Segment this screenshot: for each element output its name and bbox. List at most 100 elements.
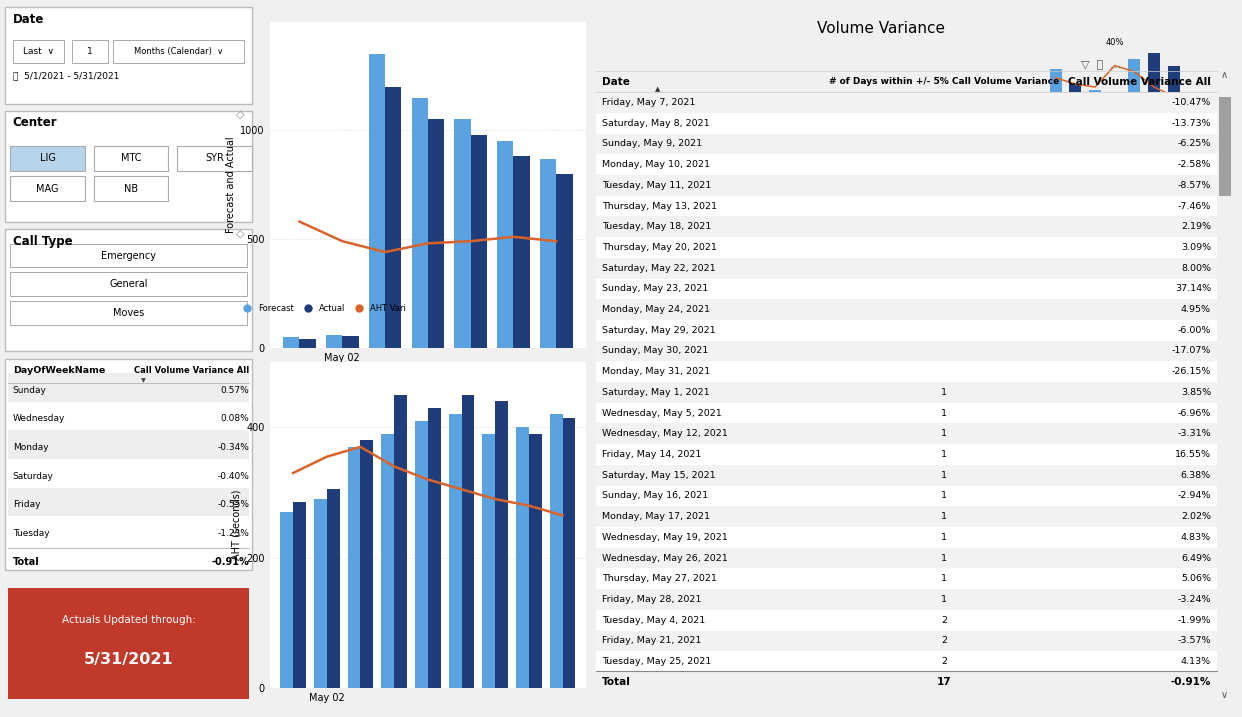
Bar (394, 394, 407, 688)
Text: ◇: ◇ (236, 229, 245, 239)
Text: -3.24%: -3.24% (1177, 595, 1211, 604)
FancyBboxPatch shape (10, 272, 247, 296)
Bar (369, 54, 385, 348)
Text: -0.91%: -0.91% (1170, 678, 1211, 688)
Text: 2: 2 (941, 657, 946, 666)
Text: -0.34%: -0.34% (217, 443, 250, 452)
Text: 17: 17 (936, 678, 951, 688)
Text: -6.25%: -6.25% (1177, 139, 1211, 148)
FancyBboxPatch shape (10, 244, 247, 267)
Text: 3.09%: 3.09% (1181, 243, 1211, 252)
Text: 37.14%: 37.14% (1175, 285, 1211, 293)
Text: 1: 1 (87, 47, 93, 56)
Text: Total: Total (12, 557, 40, 567)
Text: 1: 1 (941, 554, 946, 563)
Text: Thursday, May 13, 2021: Thursday, May 13, 2021 (602, 201, 718, 211)
Bar (293, 503, 306, 688)
Bar (299, 339, 315, 348)
Text: Tuesday, May 4, 2021: Tuesday, May 4, 2021 (602, 616, 705, 625)
Bar (427, 119, 445, 348)
FancyBboxPatch shape (596, 465, 1217, 485)
FancyBboxPatch shape (596, 361, 1217, 382)
Text: Call Volume Variance All: Call Volume Variance All (134, 366, 250, 375)
Text: 40%: 40% (1105, 38, 1124, 47)
Text: 6.38%: 6.38% (1181, 471, 1211, 480)
Text: -3.57%: -3.57% (1177, 637, 1211, 645)
Text: Center: Center (12, 116, 57, 129)
FancyBboxPatch shape (1218, 97, 1231, 196)
Text: -6.96%: -6.96% (1177, 409, 1211, 417)
Bar (343, 336, 359, 348)
Text: 3.85%: 3.85% (1181, 388, 1211, 397)
FancyBboxPatch shape (7, 516, 250, 545)
Text: Wednesday, May 5, 2021: Wednesday, May 5, 2021 (602, 409, 722, 417)
Text: ∨: ∨ (1221, 690, 1228, 700)
Text: Last  ∨: Last ∨ (24, 47, 55, 56)
FancyBboxPatch shape (596, 569, 1217, 589)
Bar (448, 414, 462, 688)
Text: Thursday, May 20, 2021: Thursday, May 20, 2021 (602, 243, 717, 252)
FancyBboxPatch shape (72, 40, 108, 63)
Bar (563, 417, 575, 688)
Text: 5/31/2021: 5/31/2021 (83, 652, 174, 667)
Bar (550, 414, 563, 688)
Text: -1.23%: -1.23% (217, 529, 250, 538)
Bar (314, 499, 327, 688)
Bar (1148, 53, 1160, 115)
Text: 1: 1 (941, 574, 946, 584)
Text: -7.46%: -7.46% (1177, 201, 1211, 211)
FancyBboxPatch shape (596, 485, 1217, 506)
Text: SYR: SYR (205, 153, 224, 163)
Text: 📅  5/1/2021 - 5/31/2021: 📅 5/1/2021 - 5/31/2021 (12, 72, 119, 81)
Text: 5.06%: 5.06% (1181, 574, 1211, 584)
Text: 16.55%: 16.55% (1175, 450, 1211, 459)
Text: Monday: Monday (12, 443, 48, 452)
Text: -8.57%: -8.57% (1177, 181, 1211, 190)
Text: Thursday, May 27, 2021: Thursday, May 27, 2021 (602, 574, 717, 584)
Text: Months (Calendar)  ∨: Months (Calendar) ∨ (134, 47, 224, 56)
Bar (283, 337, 299, 348)
Text: Saturday, May 8, 2021: Saturday, May 8, 2021 (602, 119, 710, 128)
Text: Friday, May 7, 2021: Friday, May 7, 2021 (602, 98, 696, 107)
Bar (496, 402, 508, 688)
Bar (360, 440, 374, 688)
Text: 4.95%: 4.95% (1181, 305, 1211, 314)
Bar (1129, 60, 1140, 115)
Text: -3.31%: -3.31% (1177, 429, 1211, 438)
Text: MAG: MAG (36, 184, 58, 194)
Text: 1: 1 (941, 512, 946, 521)
Text: Moves: Moves (113, 308, 144, 318)
Text: 8.00%: 8.00% (1181, 264, 1211, 272)
Bar (325, 335, 343, 348)
FancyBboxPatch shape (596, 113, 1217, 133)
FancyBboxPatch shape (94, 176, 169, 201)
FancyBboxPatch shape (7, 430, 250, 459)
Bar (327, 489, 339, 688)
Text: Saturday, May 29, 2021: Saturday, May 29, 2021 (602, 326, 715, 335)
FancyBboxPatch shape (596, 196, 1217, 217)
FancyBboxPatch shape (94, 146, 169, 171)
FancyBboxPatch shape (596, 506, 1217, 527)
FancyBboxPatch shape (5, 111, 252, 222)
Text: Friday: Friday (12, 500, 40, 509)
FancyBboxPatch shape (7, 488, 250, 516)
Text: 2.19%: 2.19% (1181, 222, 1211, 232)
FancyBboxPatch shape (596, 444, 1217, 465)
FancyBboxPatch shape (596, 548, 1217, 569)
Text: ▼: ▼ (142, 378, 147, 383)
Text: Friday, May 21, 2021: Friday, May 21, 2021 (602, 637, 702, 645)
Text: 4.13%: 4.13% (1181, 657, 1211, 666)
Text: -10.47%: -10.47% (1171, 98, 1211, 107)
Text: Tuesday, May 18, 2021: Tuesday, May 18, 2021 (602, 222, 712, 232)
FancyBboxPatch shape (7, 373, 250, 402)
Text: -17.07%: -17.07% (1171, 346, 1211, 356)
Bar (529, 434, 542, 688)
Text: Sunday, May 30, 2021: Sunday, May 30, 2021 (602, 346, 709, 356)
Bar (455, 119, 471, 348)
Text: Friday, May 28, 2021: Friday, May 28, 2021 (602, 595, 702, 604)
Text: -0.40%: -0.40% (217, 472, 250, 480)
FancyBboxPatch shape (113, 40, 245, 63)
FancyBboxPatch shape (596, 382, 1217, 403)
Bar (1167, 65, 1180, 115)
FancyBboxPatch shape (596, 154, 1217, 175)
